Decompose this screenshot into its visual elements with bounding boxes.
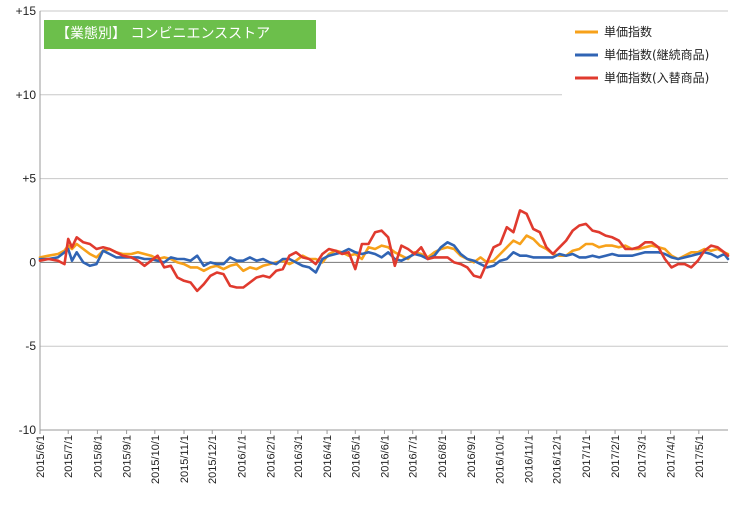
y-tick-label: +5 (22, 172, 36, 186)
x-tick-label: 2017/1/1 (581, 435, 593, 478)
x-tick-label: 2017/2/1 (610, 435, 622, 478)
x-tick-label: 2017/5/1 (694, 435, 706, 478)
x-tick-label: 2015/12/1 (207, 435, 219, 484)
x-tick-label: 2016/4/1 (322, 435, 334, 478)
x-tick-label: 2016/11/1 (523, 435, 535, 483)
chart-title: 【業態別】 コンビニエンスストア (44, 20, 316, 49)
x-tick-label: 2015/7/1 (63, 435, 75, 478)
x-tick-label: 2016/8/1 (437, 435, 449, 478)
y-tick-label: 0 (29, 255, 36, 269)
x-tick-label: 2016/10/1 (494, 435, 506, 484)
x-tick-label: 2016/6/1 (379, 435, 391, 478)
x-tick-label: 2017/3/1 (636, 435, 648, 478)
legend-label-3: 単価指数(入替商品) (604, 70, 709, 85)
x-tick-label: 2016/12/1 (552, 435, 564, 484)
x-tick-label: 2015/9/1 (122, 435, 134, 478)
series-line-3 (38, 209, 730, 293)
x-tick-label: 2016/7/1 (408, 435, 420, 478)
x-tick-label: 2015/6/1 (35, 435, 47, 478)
legend-label-1: 単価指数 (604, 24, 652, 39)
y-tick-label: +10 (16, 88, 37, 102)
x-tick-label: 2015/10/1 (150, 435, 162, 484)
y-tick-label: +15 (16, 4, 37, 18)
x-tick-label: 2016/5/1 (350, 435, 362, 478)
x-tick-label: 2017/4/1 (666, 435, 678, 478)
x-tick-label: 2016/2/1 (266, 435, 278, 478)
x-tick-label: 2015/8/1 (92, 435, 104, 478)
x-tick-label: 2016/3/1 (293, 435, 305, 478)
legend-label-2: 単価指数(継続商品) (604, 47, 709, 62)
series-line-2 (38, 241, 730, 274)
y-tick-label: -10 (19, 423, 37, 437)
x-tick-label: 2016/9/1 (466, 435, 478, 478)
x-tick-label: 2015/11/1 (179, 435, 191, 483)
y-tick-label: -5 (25, 339, 36, 353)
x-tick-label: 2016/1/1 (236, 435, 248, 478)
